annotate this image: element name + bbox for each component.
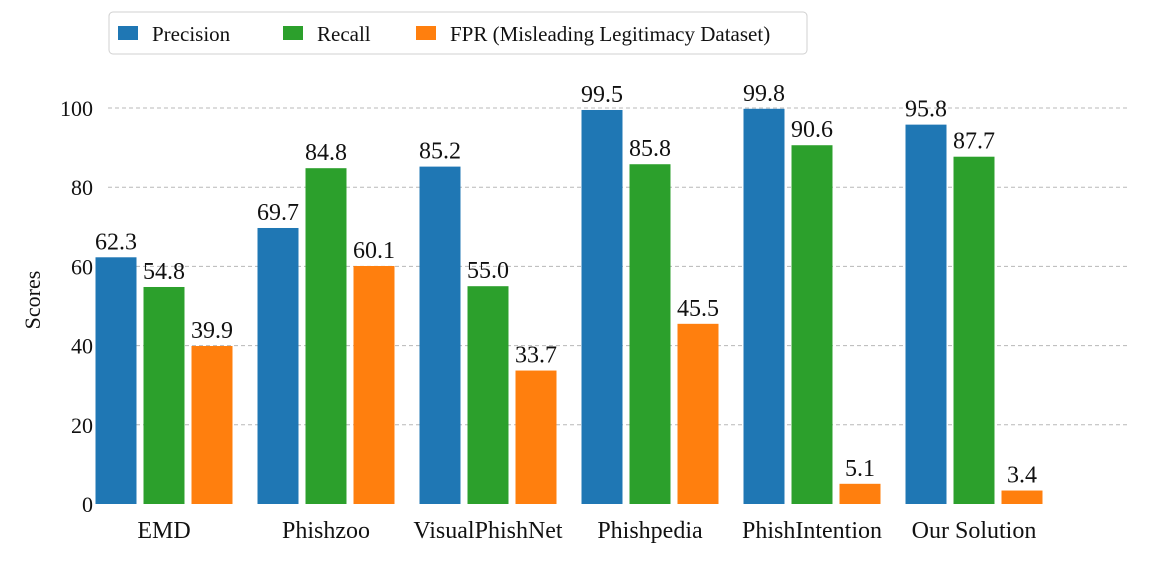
legend-swatch <box>118 26 138 40</box>
data-label: 3.4 <box>1007 463 1037 489</box>
x-tick-label: Phishpedia <box>597 518 703 544</box>
bar <box>629 164 671 504</box>
data-label: 99.5 <box>581 82 623 108</box>
data-label: 62.3 <box>95 229 137 255</box>
y-tick-label: 100 <box>60 96 93 121</box>
legend: Precision Recall FPR (Misleading Legitimac… <box>108 11 808 55</box>
bar <box>95 257 137 504</box>
legend-label: Precision <box>152 22 231 46</box>
data-label: 69.7 <box>257 200 299 226</box>
bars <box>95 108 1043 505</box>
data-label: 95.8 <box>905 97 947 123</box>
bar <box>467 286 509 504</box>
legend-swatch <box>416 26 436 40</box>
bar <box>1001 490 1043 504</box>
data-label: 45.5 <box>677 296 719 322</box>
bar <box>839 483 881 504</box>
data-label: 85.2 <box>419 139 461 165</box>
bar <box>905 124 947 504</box>
y-tick-label: 0 <box>82 492 93 517</box>
data-label: 60.1 <box>353 238 395 264</box>
y-tick-label: 60 <box>71 254 93 279</box>
y-axis-label: Scores <box>20 271 45 330</box>
bar <box>677 323 719 504</box>
bar <box>953 156 995 504</box>
bar <box>305 168 347 504</box>
data-label: 39.9 <box>191 318 233 344</box>
x-tick-label: Our Solution <box>912 518 1037 544</box>
bar <box>791 145 833 504</box>
bar <box>143 286 185 504</box>
data-label: 87.7 <box>953 129 995 155</box>
x-tick-label: VisualPhishNet <box>413 518 563 544</box>
data-labels: 62.354.8 39.9 69.7 84.8 60.1 85.2 55.0 33.7 99.5… <box>95 81 1037 489</box>
legend-label: FPR (Misleading Legitimacy Dataset) <box>450 22 770 46</box>
bar <box>743 108 785 505</box>
axes: 0 20 40 60 80 100 Scores EMD Phishzoo VisualPhish… <box>20 96 1036 544</box>
y-tick-label: 40 <box>71 334 93 359</box>
bar <box>581 109 623 504</box>
data-label: 99.8 <box>743 81 785 107</box>
data-label: 90.6 <box>791 117 833 143</box>
data-label: 5.1 <box>845 456 875 482</box>
x-tick-label: EMD <box>137 518 190 544</box>
data-label: 85.8 <box>629 136 671 162</box>
bar <box>257 227 299 504</box>
bar <box>515 370 557 504</box>
y-tick-label: 80 <box>71 175 93 200</box>
y-tick-label: 20 <box>71 413 93 438</box>
data-label: 55.0 <box>467 258 509 284</box>
legend-box <box>108 11 808 55</box>
bar <box>353 266 395 504</box>
legend-swatch <box>283 26 303 40</box>
legend-label: Recall <box>317 22 371 46</box>
bar <box>191 345 233 504</box>
data-label: 33.7 <box>515 343 557 369</box>
data-label: 54.8 <box>143 259 185 285</box>
bar <box>419 166 461 504</box>
x-tick-label: PhishIntention <box>742 518 882 544</box>
x-tick-label: Phishzoo <box>282 518 370 544</box>
data-label: 84.8 <box>305 140 347 166</box>
